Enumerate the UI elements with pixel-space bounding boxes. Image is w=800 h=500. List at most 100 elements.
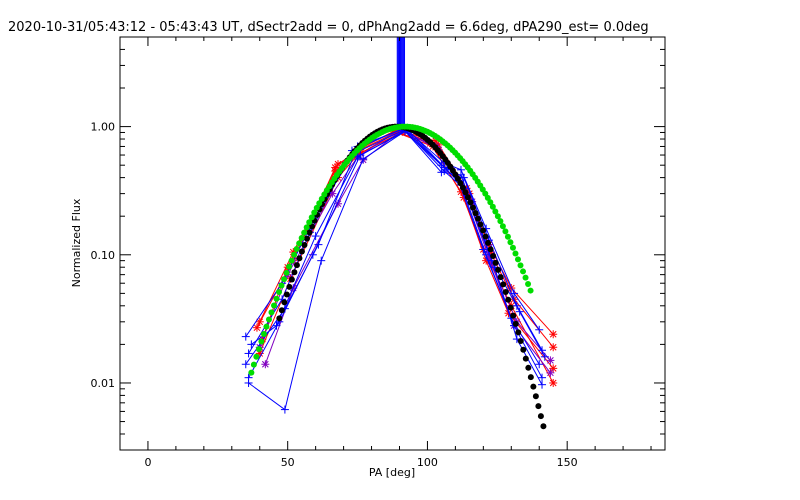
curve-point [492, 208, 499, 215]
curve-point [316, 200, 323, 207]
curve-point [507, 239, 514, 246]
data-point [549, 330, 558, 339]
data-point [353, 152, 362, 161]
curve-point [530, 383, 537, 390]
data-point [546, 368, 555, 377]
curve-point [265, 316, 272, 323]
curve-point [504, 233, 511, 240]
data-point [241, 360, 250, 369]
curve-point [255, 346, 262, 353]
curve-point [260, 331, 267, 338]
curve-point [306, 219, 313, 226]
curve-point [492, 259, 499, 266]
curve-point [522, 274, 529, 281]
curve-point [303, 235, 310, 242]
curve-point [489, 203, 496, 210]
x-tick-label: 100 [417, 456, 438, 469]
series-line-6 [245, 127, 540, 337]
x-tick-label: 0 [144, 456, 151, 469]
curve-point [475, 215, 482, 222]
curve-point [293, 262, 300, 269]
curve-point [469, 204, 476, 211]
series-line-7 [248, 128, 543, 354]
curve-point [268, 309, 275, 316]
data-point [437, 168, 446, 177]
y-tick-label: 1.00 [91, 121, 116, 134]
curve-point [490, 253, 497, 260]
series-line-11 [248, 130, 543, 411]
series-line-5 [264, 129, 551, 374]
curve-point [482, 233, 489, 240]
curve-point [313, 204, 320, 211]
curve-point [457, 180, 464, 187]
curve-point [522, 355, 529, 362]
curve-point [520, 268, 527, 275]
data-point [546, 356, 555, 365]
curve-point [278, 282, 285, 289]
curve-point [527, 374, 534, 381]
curve-point [514, 256, 521, 263]
data-point [244, 349, 253, 358]
curve-point [472, 210, 479, 217]
series-9 [244, 126, 547, 382]
curve-point [293, 246, 300, 253]
vertical-band [396, 37, 406, 130]
curve-point [462, 189, 469, 196]
curve-point [499, 223, 506, 230]
curve-point [487, 246, 494, 253]
curve-point [454, 175, 461, 182]
data-point [241, 332, 250, 341]
data-point [280, 405, 289, 414]
curve-point [495, 266, 502, 273]
x-axis-label: PA [deg] [369, 466, 415, 479]
series-10 [247, 126, 549, 361]
curve-point [278, 307, 285, 314]
curve-point [484, 194, 491, 201]
series-5 [261, 126, 555, 377]
curve-point [283, 291, 290, 298]
curve-point [298, 248, 305, 255]
curve-point [263, 323, 270, 330]
data-point [308, 250, 317, 259]
data-point [515, 307, 524, 316]
series-line-10 [251, 129, 546, 358]
curve-point [286, 283, 293, 290]
data-point [272, 321, 281, 330]
x-axis: 0 50 100 150 [119, 37, 652, 469]
curve-point [298, 234, 305, 241]
curve-point [527, 287, 534, 294]
y-tick-label: 0.10 [91, 249, 116, 262]
curve-point [281, 276, 288, 283]
curve-point [510, 312, 517, 319]
curve-point [480, 227, 487, 234]
curve-point [467, 199, 474, 206]
curve-point [505, 296, 512, 303]
curve-point [497, 274, 504, 281]
curve-point [258, 338, 265, 345]
curve-point [515, 329, 522, 336]
data-point [311, 232, 320, 241]
data-point [538, 373, 547, 382]
curve-point [535, 403, 542, 410]
series-line-8 [245, 128, 540, 365]
curve-point [306, 229, 313, 236]
data-point [549, 343, 558, 352]
curve-point [281, 299, 288, 306]
data-point [317, 256, 326, 265]
series-8 [241, 125, 544, 369]
x-tick-label: 50 [281, 456, 295, 469]
curve-point [308, 214, 315, 221]
curve-point [296, 255, 303, 262]
plot-frame [119, 36, 666, 451]
y-axis: 0.01 0.10 1.00 [91, 36, 665, 451]
plot-area [241, 37, 558, 430]
curve-point [296, 240, 303, 247]
data-point [252, 323, 261, 332]
data-point [538, 346, 547, 355]
green-curve [248, 123, 534, 376]
curve-point [502, 228, 509, 235]
curve-point [517, 262, 524, 269]
curve-point [253, 353, 260, 360]
curve-point [311, 209, 318, 216]
data-point [535, 360, 544, 369]
